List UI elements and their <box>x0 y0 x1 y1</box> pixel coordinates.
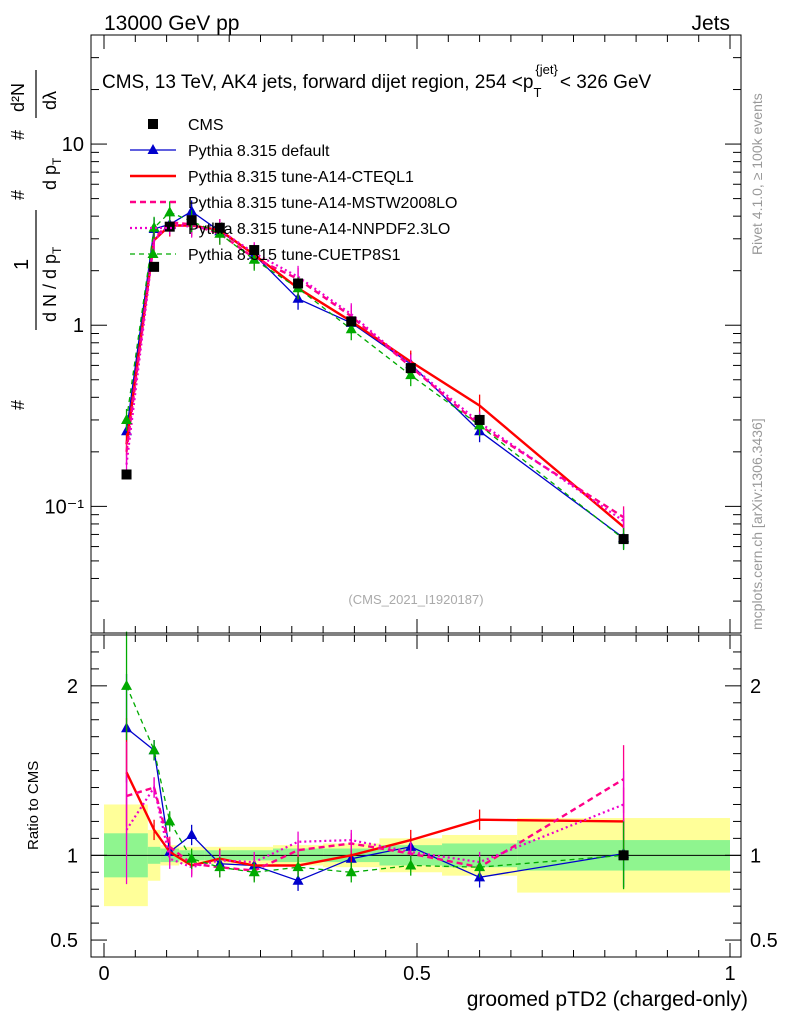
ratio-series-point <box>345 866 357 877</box>
x-tick-label: 0 <box>98 963 109 985</box>
main-y-tick-label: 10 <box>62 134 84 156</box>
data-point <box>293 278 304 289</box>
ratio-series-point <box>405 859 417 870</box>
chart-subtitle: CMS, 13 TeV, AK4 jets, forward dijet reg… <box>102 62 652 100</box>
main-series-point <box>121 413 133 424</box>
data-point <box>164 221 175 232</box>
rivet-label: Rivet 4.1.0, ≥ 100k events <box>749 93 765 255</box>
legend-label: CMS <box>188 117 224 134</box>
ratio-series-line <box>125 685 624 873</box>
ratio-series-point <box>186 852 198 863</box>
ylabel-hash-3: # <box>8 130 28 140</box>
data-point <box>149 261 160 272</box>
data-point <box>214 222 225 233</box>
ylabel-dn: d N / d pT <box>40 246 64 322</box>
ratio-y-axis-label: Ratio to CMS <box>25 761 42 850</box>
legend-label: Pythia 8.315 tune-CUETP8S1 <box>188 247 401 264</box>
ylabel-hash-1: # <box>8 400 28 410</box>
main-series-point <box>148 221 160 232</box>
ylabel-hash-2: # <box>8 190 28 200</box>
data-point <box>405 363 416 374</box>
ratio-panel-series <box>121 631 630 891</box>
subtitle-prefix: CMS, 13 TeV, AK4 jets, forward dijet reg… <box>102 72 533 93</box>
main-series-point <box>345 323 357 334</box>
ylabel-d2n: d²N <box>8 83 28 112</box>
ratio-series-point <box>248 866 260 877</box>
mcplots-label: mcplots.cern.ch [arXiv:1306.3436] <box>749 418 765 630</box>
main-y-tick-label: 10⁻¹ <box>45 496 85 518</box>
x-tick-label: 1 <box>724 963 735 985</box>
data-point <box>186 215 197 226</box>
ratio-series-point <box>474 861 486 872</box>
legend-marker-data <box>148 119 158 129</box>
ylabel-dlambda: dλ <box>40 91 60 110</box>
main-panel-frame <box>90 34 742 634</box>
ratio-series-point <box>292 874 304 885</box>
ratio-panel-frame <box>90 634 742 958</box>
ratio-series-point <box>121 679 133 690</box>
main-y-tick-label: 1 <box>73 315 84 337</box>
data-point <box>249 245 260 256</box>
ratio-y-tick-label-right: 0.5 <box>750 930 778 952</box>
main-y-axis-label: # 1 d N / d pT # d pT # d²N dλ <box>8 70 64 410</box>
ratio-data-point <box>618 850 629 861</box>
ratio-panel-bands <box>91 804 741 907</box>
header-beam-label: 13000 GeV pp <box>104 12 239 35</box>
x-tick-label: 0.5 <box>403 963 431 985</box>
subtitle-sup: {jet} <box>535 62 558 77</box>
ratio-series-point <box>148 744 160 755</box>
x-axis-label: groomed pTD2 (charged-only) <box>467 988 748 1011</box>
ylabel-one: 1 <box>11 259 33 270</box>
main-series-line <box>125 223 625 522</box>
ratio-y-tick-label-right: 1 <box>750 845 761 867</box>
ratio-series-point <box>292 861 304 872</box>
ratio-y-tick-label: 1 <box>67 845 78 867</box>
ratio-series-point <box>186 828 198 839</box>
subtitle-suffix: < 326 GeV <box>560 72 652 93</box>
legend-label: Pythia 8.315 tune-A14-NNPDF2.3LO <box>188 221 450 238</box>
ratio-y-tick-label-right: 2 <box>750 676 761 698</box>
legend-label: Pythia 8.315 tune-A14-CTEQL1 <box>188 169 414 186</box>
legend-label: Pythia 8.315 tune-A14-MSTW2008LO <box>188 195 457 212</box>
ratio-y-tick-label: 0.5 <box>50 930 78 952</box>
main-panel-series <box>121 200 630 551</box>
analysis-id: (CMS_2021_I1920187) <box>348 592 483 607</box>
subtitle-sub: T <box>533 85 541 100</box>
header-category-label: Jets <box>691 12 730 35</box>
ratio-y-tick-label: 2 <box>67 676 78 698</box>
main-series-line <box>125 211 625 540</box>
main-series-point <box>164 206 176 217</box>
ratio-series-point <box>164 815 176 826</box>
legend-marker-triangle <box>147 248 159 258</box>
legend-marker-triangle <box>147 144 159 154</box>
data-point <box>346 316 357 327</box>
main-series-point <box>248 253 260 264</box>
legend: CMS Pythia 8.315 default Pythia 8.315 tune… <box>130 117 457 264</box>
data-point <box>618 534 629 545</box>
data-point <box>474 414 485 425</box>
data-point <box>121 469 132 480</box>
ratio-series-point <box>214 861 226 872</box>
main-series-line <box>125 224 625 528</box>
ylabel-dpt: d pT <box>40 157 64 190</box>
main-series-point <box>405 369 417 380</box>
main-series-line <box>125 221 625 519</box>
legend-label: Pythia 8.315 default <box>188 143 330 160</box>
axes-group: 0 0.5 1 10⁻¹ 1 10 0.5 0.5 1 1 2 2 <box>45 34 778 985</box>
